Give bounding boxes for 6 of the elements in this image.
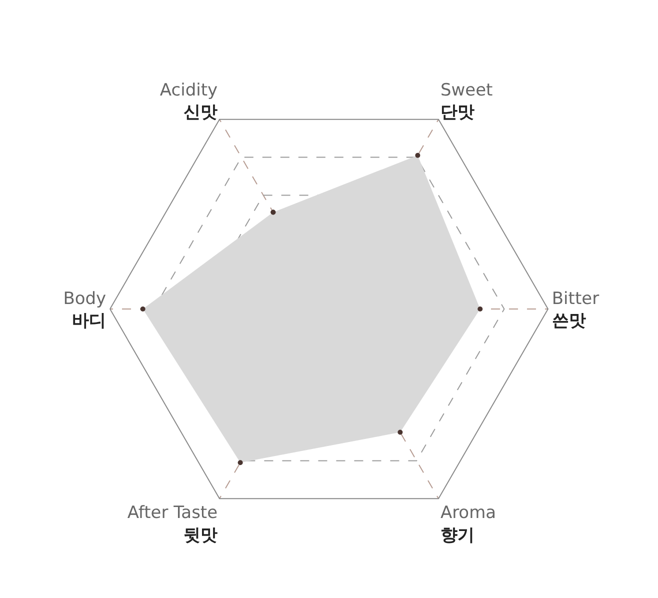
spoke-label: After Taste 뒷맛 (127, 503, 218, 546)
spoke-label: Sweet 단맛 (440, 80, 494, 122)
spoke-label: Body 바디 (63, 288, 106, 331)
spoke-label: Aroma 향기 (440, 503, 496, 546)
spoke-label: Bitter 쓴맛 (552, 288, 600, 331)
spoke-label: Acidity 신맛 (160, 80, 218, 122)
